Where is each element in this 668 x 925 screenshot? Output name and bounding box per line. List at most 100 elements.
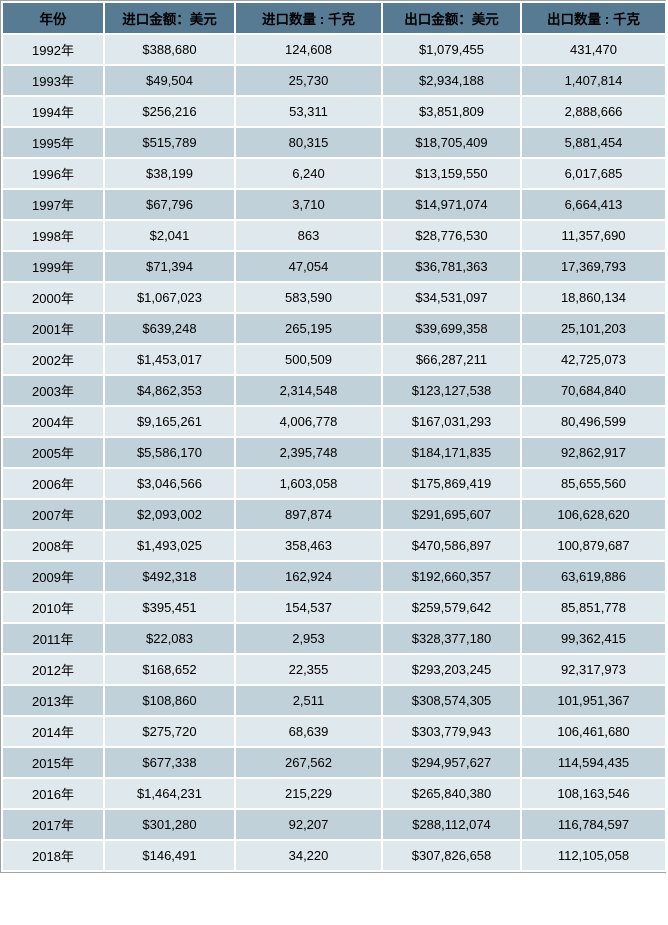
table-row: 1994年 $256,216 53,311 $3,851,809 2,888,666: [1, 95, 667, 128]
cell-export-quantity: 2,888,666: [520, 95, 667, 128]
cell-export-amount: $307,826,658: [381, 839, 522, 872]
cell-import-quantity: 267,562: [234, 746, 383, 779]
cell-import-amount: $38,199: [103, 157, 236, 190]
cell-export-amount: $14,971,074: [381, 188, 522, 221]
cell-export-quantity: 17,369,793: [520, 250, 667, 283]
cell-import-quantity: 3,710: [234, 188, 383, 221]
table-row: 2013年 $108,860 2,511 $308,574,305 101,951,36…: [1, 684, 667, 717]
table-row: 2005年 $5,586,170 2,395,748 $184,171,835 92,8…: [1, 436, 667, 469]
cell-import-amount: $677,338: [103, 746, 236, 779]
table-row: 2007年 $2,093,002 897,874 $291,695,607 106,62…: [1, 498, 667, 531]
cell-export-quantity: 431,470: [520, 33, 667, 66]
cell-export-quantity: 85,655,560: [520, 467, 667, 500]
cell-export-quantity: 11,357,690: [520, 219, 667, 252]
cell-import-quantity: 6,240: [234, 157, 383, 190]
cell-import-quantity: 500,509: [234, 343, 383, 376]
table-row: 2017年 $301,280 92,207 $288,112,074 116,784,5…: [1, 808, 667, 841]
table-row: 1999年 $71,394 47,054 $36,781,363 17,369,793: [1, 250, 667, 283]
cell-import-amount: $2,041: [103, 219, 236, 252]
cell-year: 2013年: [1, 684, 105, 717]
cell-year: 2009年: [1, 560, 105, 593]
import-export-trade-table: 年份 进口金额：美元 进口数量 : 千克 出口金额：美元 出口数量 : 千克 1…: [1, 1, 667, 872]
cell-import-quantity: 34,220: [234, 839, 383, 872]
col-header-export-amount: 出口金额：美元: [381, 1, 522, 35]
table-row: 2011年 $22,083 2,953 $328,377,180 99,362,415: [1, 622, 667, 655]
cell-import-quantity: 1,603,058: [234, 467, 383, 500]
cell-import-quantity: 897,874: [234, 498, 383, 531]
table-row: 2006年 $3,046,566 1,603,058 $175,869,419 85,6…: [1, 467, 667, 500]
table-header-row: 年份 进口金额：美元 进口数量 : 千克 出口金额：美元 出口数量 : 千克: [1, 1, 667, 35]
cell-import-quantity: 47,054: [234, 250, 383, 283]
cell-year: 2002年: [1, 343, 105, 376]
col-header-import-amount: 进口金额：美元: [103, 1, 236, 35]
cell-import-quantity: 68,639: [234, 715, 383, 748]
cell-export-amount: $2,934,188: [381, 64, 522, 97]
table-row: 1995年 $515,789 80,315 $18,705,409 5,881,454: [1, 126, 667, 159]
cell-year: 2012年: [1, 653, 105, 686]
cell-import-quantity: 80,315: [234, 126, 383, 159]
table-row: 2008年 $1,493,025 358,463 $470,586,897 100,87…: [1, 529, 667, 562]
table-row: 2016年 $1,464,231 215,229 $265,840,380 108,16…: [1, 777, 667, 810]
cell-import-quantity: 2,395,748: [234, 436, 383, 469]
cell-export-amount: $18,705,409: [381, 126, 522, 159]
cell-year: 2003年: [1, 374, 105, 407]
cell-export-amount: $66,287,211: [381, 343, 522, 376]
cell-import-amount: $1,464,231: [103, 777, 236, 810]
table-row: 2000年 $1,067,023 583,590 $34,531,097 18,860,…: [1, 281, 667, 314]
col-header-year: 年份: [1, 1, 105, 35]
cell-import-quantity: 2,511: [234, 684, 383, 717]
cell-import-quantity: 2,314,548: [234, 374, 383, 407]
cell-import-amount: $4,862,353: [103, 374, 236, 407]
cell-import-amount: $5,586,170: [103, 436, 236, 469]
cell-export-quantity: 112,105,058: [520, 839, 667, 872]
cell-export-quantity: 92,317,973: [520, 653, 667, 686]
cell-export-amount: $36,781,363: [381, 250, 522, 283]
cell-export-amount: $192,660,357: [381, 560, 522, 593]
cell-export-quantity: 80,496,599: [520, 405, 667, 438]
cell-export-quantity: 6,664,413: [520, 188, 667, 221]
cell-import-quantity: 92,207: [234, 808, 383, 841]
cell-import-amount: $1,453,017: [103, 343, 236, 376]
cell-year: 2000年: [1, 281, 105, 314]
cell-import-quantity: 2,953: [234, 622, 383, 655]
cell-import-quantity: 154,537: [234, 591, 383, 624]
cell-export-quantity: 18,860,134: [520, 281, 667, 314]
cell-export-quantity: 6,017,685: [520, 157, 667, 190]
cell-export-quantity: 5,881,454: [520, 126, 667, 159]
cell-export-quantity: 100,879,687: [520, 529, 667, 562]
cell-export-amount: $184,171,835: [381, 436, 522, 469]
cell-import-amount: $71,394: [103, 250, 236, 283]
cell-import-amount: $301,280: [103, 808, 236, 841]
cell-import-amount: $2,093,002: [103, 498, 236, 531]
cell-export-quantity: 70,684,840: [520, 374, 667, 407]
cell-year: 2004年: [1, 405, 105, 438]
cell-import-amount: $256,216: [103, 95, 236, 128]
cell-import-amount: $168,652: [103, 653, 236, 686]
cell-year: 1999年: [1, 250, 105, 283]
cell-export-amount: $265,840,380: [381, 777, 522, 810]
cell-year: 2015年: [1, 746, 105, 779]
cell-export-amount: $39,699,358: [381, 312, 522, 345]
cell-year: 2016年: [1, 777, 105, 810]
cell-export-amount: $470,586,897: [381, 529, 522, 562]
table-row: 1998年 $2,041 863 $28,776,530 11,357,690: [1, 219, 667, 252]
cell-export-amount: $13,159,550: [381, 157, 522, 190]
cell-import-quantity: 4,006,778: [234, 405, 383, 438]
table-row: 1997年 $67,796 3,710 $14,971,074 6,664,413: [1, 188, 667, 221]
cell-export-quantity: 106,461,680: [520, 715, 667, 748]
cell-export-amount: $34,531,097: [381, 281, 522, 314]
cell-export-quantity: 114,594,435: [520, 746, 667, 779]
cell-export-amount: $175,869,419: [381, 467, 522, 500]
cell-year: 2001年: [1, 312, 105, 345]
cell-year: 2006年: [1, 467, 105, 500]
cell-export-amount: $293,203,245: [381, 653, 522, 686]
cell-import-amount: $108,860: [103, 684, 236, 717]
trade-table-container: 年份 进口金额：美元 进口数量 : 千克 出口金额：美元 出口数量 : 千克 1…: [0, 0, 667, 873]
cell-export-amount: $291,695,607: [381, 498, 522, 531]
cell-import-amount: $1,067,023: [103, 281, 236, 314]
cell-import-quantity: 863: [234, 219, 383, 252]
cell-import-quantity: 22,355: [234, 653, 383, 686]
cell-export-quantity: 1,407,814: [520, 64, 667, 97]
cell-import-amount: $67,796: [103, 188, 236, 221]
cell-import-quantity: 162,924: [234, 560, 383, 593]
